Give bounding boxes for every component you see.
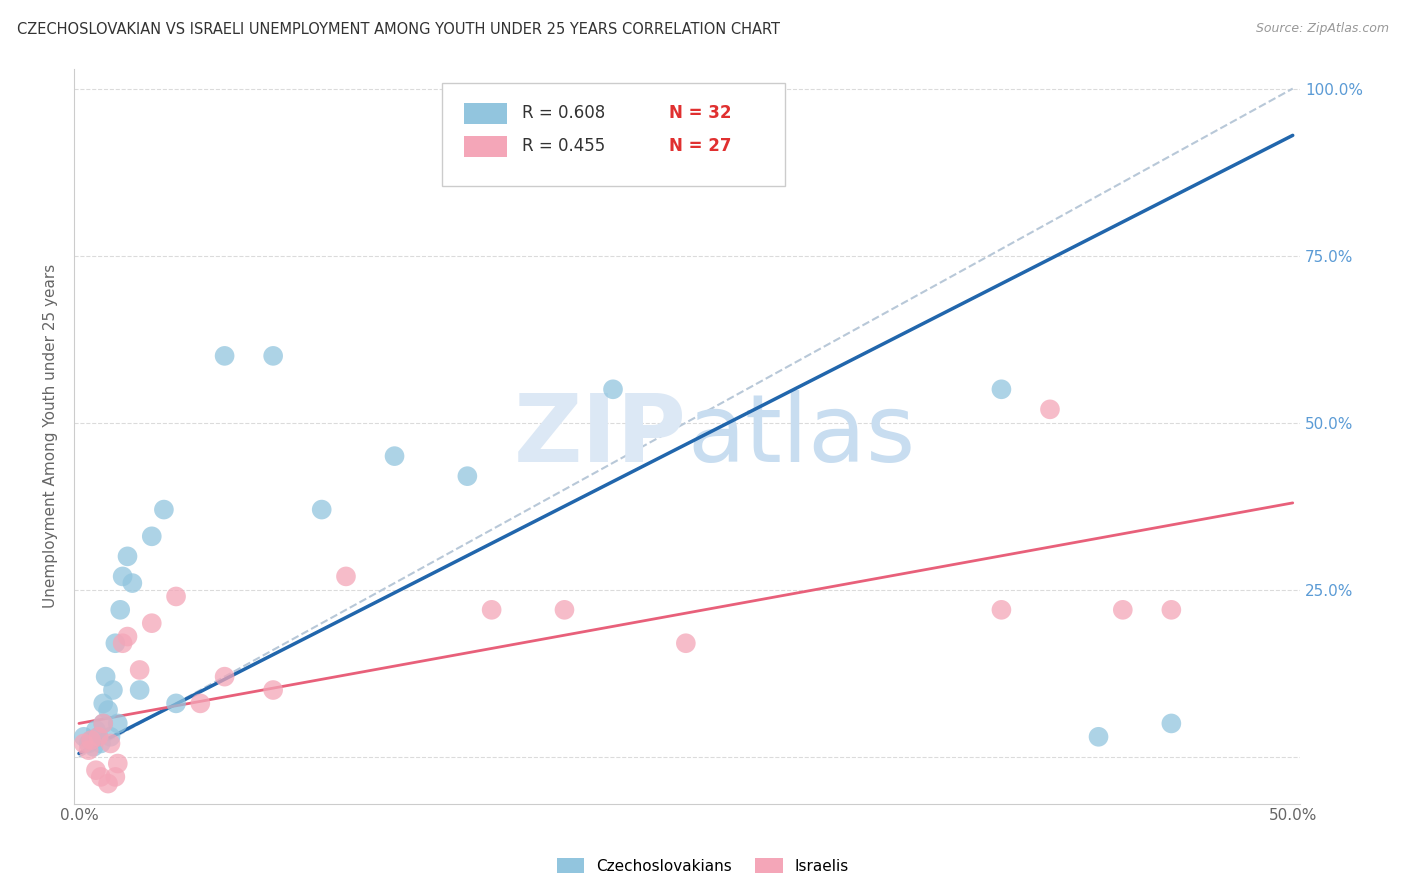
Point (188, 697, 211, 711)
Point (141, 616, 163, 631)
Point (128, 683, 150, 698)
Point (97, 776, 120, 790)
Point (83, 739, 105, 754)
Point (214, 670, 236, 684)
Point (73, 730, 96, 744)
Point (553, 603, 575, 617)
Point (1160, 716, 1182, 731)
Point (128, 663, 150, 677)
Point (117, 549, 139, 564)
Legend: Czechoslovakians, Israelis: Czechoslovakians, Israelis (551, 852, 855, 880)
Point (87, 730, 110, 744)
Point (214, 349, 236, 363)
Point (141, 529, 163, 543)
Point (90, 770, 112, 784)
Point (77, 743, 100, 757)
Point (80, 733, 103, 747)
Point (456, 469, 478, 483)
Point (77, 736, 100, 750)
Point (262, 349, 284, 363)
FancyBboxPatch shape (464, 103, 506, 124)
Point (117, 630, 139, 644)
Point (111, 636, 134, 650)
Point (111, 569, 134, 583)
Point (990, 382, 1012, 396)
Point (1160, 603, 1182, 617)
Point (1087, 730, 1109, 744)
Point (121, 576, 143, 591)
Point (165, 697, 187, 711)
Point (84, 723, 107, 738)
Point (91, 697, 114, 711)
Point (335, 569, 357, 583)
Point (165, 590, 187, 604)
Text: R = 0.608: R = 0.608 (522, 104, 605, 122)
Text: CZECHOSLOVAKIAN VS ISRAELI UNEMPLOYMENT AMONG YOUTH UNDER 25 YEARS CORRELATION C: CZECHOSLOVAKIAN VS ISRAELI UNEMPLOYMENT … (17, 22, 780, 37)
Point (91, 716, 114, 731)
Point (110, 603, 132, 617)
Point (104, 636, 127, 650)
Point (481, 603, 503, 617)
Point (100, 736, 122, 750)
Point (602, 382, 624, 396)
Text: ZIP: ZIP (515, 390, 688, 482)
Point (311, 502, 333, 516)
Point (1112, 603, 1135, 617)
Point (84, 763, 107, 777)
Point (153, 502, 176, 516)
Point (262, 683, 284, 698)
Point (87, 730, 110, 744)
Point (101, 683, 124, 698)
Text: Source: ZipAtlas.com: Source: ZipAtlas.com (1256, 22, 1389, 36)
FancyBboxPatch shape (441, 83, 785, 186)
Point (91, 716, 114, 731)
Point (107, 756, 129, 771)
Point (94, 670, 117, 684)
Y-axis label: Unemployment Among Youth under 25 years: Unemployment Among Youth under 25 years (44, 264, 58, 608)
Point (107, 716, 129, 731)
Point (990, 603, 1012, 617)
FancyBboxPatch shape (464, 136, 506, 157)
Text: atlas: atlas (688, 390, 915, 482)
Point (73, 736, 96, 750)
Point (90, 736, 112, 750)
Point (384, 449, 406, 463)
Point (100, 730, 122, 744)
Point (97, 703, 120, 717)
Point (675, 636, 697, 650)
Point (104, 770, 127, 784)
Text: N = 27: N = 27 (669, 137, 731, 155)
Point (80, 733, 103, 747)
Text: N = 32: N = 32 (669, 104, 731, 122)
Text: R = 0.455: R = 0.455 (522, 137, 605, 155)
Point (1039, 402, 1062, 417)
